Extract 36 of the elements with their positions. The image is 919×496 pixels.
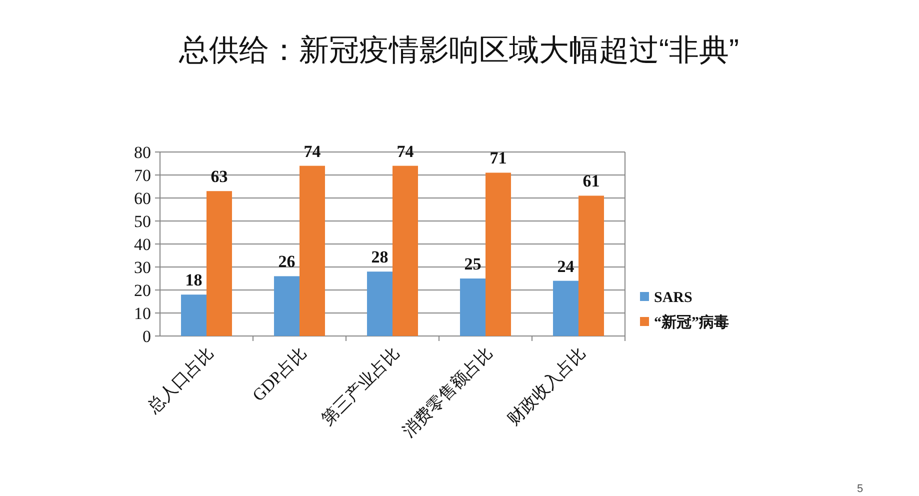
bar [274,276,300,336]
data-label: 24 [557,256,575,276]
data-label: 61 [582,172,600,191]
y-tick-label: 0 [142,327,151,346]
bar [553,280,578,336]
data-label: 63 [210,167,228,186]
data-label: 18 [185,270,202,290]
y-tick-label: 50 [134,212,151,231]
bar [367,272,392,336]
bar [578,196,604,336]
y-tick-label: 80 [134,143,151,162]
y-tick-label: 60 [134,189,151,208]
bar [460,278,486,336]
bar [486,172,511,336]
data-label: 26 [278,252,296,272]
y-tick-label: 10 [134,304,151,323]
data-label: 28 [371,248,388,267]
x-tick-label: GDP占比 [248,343,310,405]
data-label: 74 [396,142,414,161]
data-label: 74 [304,142,322,161]
x-tick-label: 财政收入占比 [504,343,590,429]
y-tick-label: 20 [134,281,151,300]
bar [300,166,325,336]
bar [206,191,232,336]
data-label: 25 [464,254,482,274]
y-tick-label: 30 [134,258,151,277]
data-label: 71 [490,148,507,168]
text: 5 [856,483,864,495]
legend-label: “新冠”病毒 [654,313,729,331]
legend-label: SARS [654,290,692,306]
chart-title: 总供给：新冠疫情影响区域大幅超过“非典” [178,34,739,67]
y-tick-label: 40 [134,235,151,254]
bar [181,294,206,336]
y-tick-label: 70 [134,166,151,185]
bar [392,166,418,336]
x-tick-label: 总人口占比 [143,343,218,418]
